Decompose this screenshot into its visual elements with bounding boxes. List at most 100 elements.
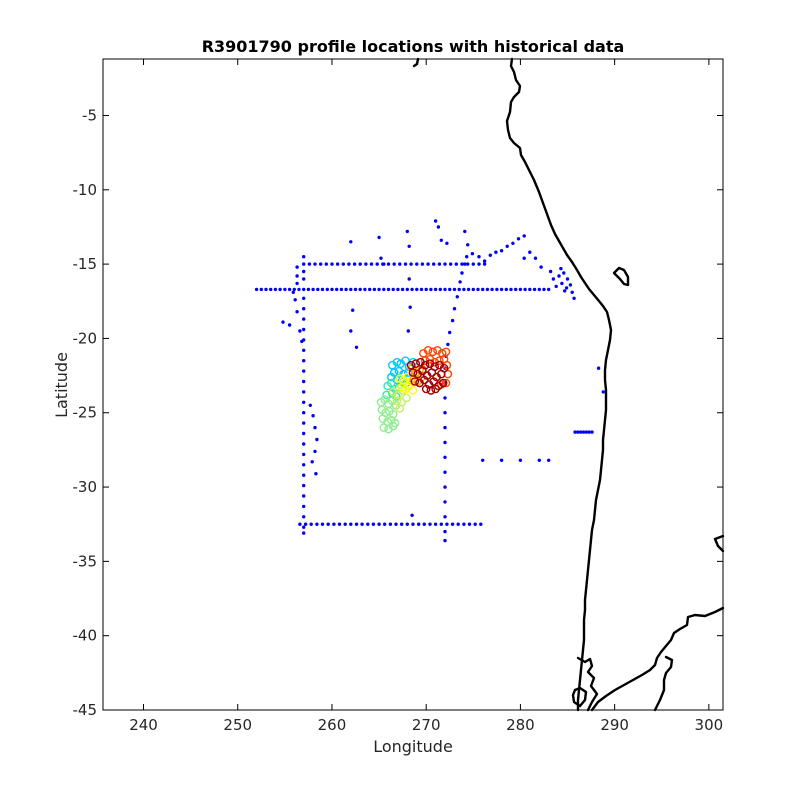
x-tick-label-240: 240: [129, 716, 158, 734]
data-point-s0-83: [398, 262, 402, 266]
data-point-s0-64: [295, 274, 299, 278]
data-point-s0-33: [410, 287, 414, 292]
data-point-s0-23: [363, 287, 367, 292]
data-point-s7-9: [435, 356, 444, 366]
data-point-s0-218: [494, 250, 498, 254]
data-point-s0-32: [405, 287, 409, 292]
data-point-s8-15: [410, 377, 420, 386]
data-point-s0-73: [341, 262, 345, 266]
data-point-s0-216: [482, 259, 487, 263]
data-point-s8-17: [419, 375, 429, 385]
data-point-s0-84: [403, 262, 408, 266]
data-point-s0-246: [573, 430, 577, 434]
data-point-s0-72: [335, 262, 340, 266]
data-point-s0-255: [410, 513, 414, 517]
y-tick-label--40: -40: [73, 627, 98, 645]
y-tick-label--5: -5: [82, 106, 97, 124]
data-point-s0-43: [457, 287, 461, 292]
data-point-s4-4: [397, 397, 407, 407]
data-point-s0-234: [559, 266, 563, 271]
data-point-s0-124: [302, 525, 306, 529]
data-point-s0-230: [554, 284, 558, 289]
data-point-s8-19: [429, 377, 439, 386]
data-point-s7-1: [423, 345, 433, 355]
data-point-s0-52: [499, 287, 504, 292]
x-tick-label-260: 260: [318, 716, 347, 734]
y-tick-label--10: -10: [73, 181, 98, 199]
data-point-s0-100: [302, 269, 306, 274]
data-point-s0-91: [443, 262, 447, 266]
x-axis-label: Longitude: [373, 737, 453, 756]
data-point-s0-197: [351, 308, 355, 312]
data-point-s0-250: [584, 430, 589, 434]
data-point-s0-63: [295, 265, 299, 269]
coastline-island-chiloe: [571, 686, 588, 708]
data-point-s0-150: [433, 522, 438, 526]
data-point-s0-244: [537, 458, 541, 462]
data-point-s0-163: [443, 425, 447, 430]
data-point-s0-68: [313, 262, 317, 266]
data-point-s8-10: [418, 366, 427, 376]
data-point-s0-135: [349, 522, 353, 526]
data-point-s0-204: [407, 244, 411, 248]
data-point-s0-213: [466, 243, 470, 247]
data-point-s0-237: [568, 283, 573, 287]
data-point-s0-208: [433, 219, 438, 223]
data-point-s0-239: [572, 296, 576, 300]
data-point-s0-122: [302, 504, 306, 509]
coastline-island: [612, 266, 630, 287]
data-point-s0-101: [302, 277, 306, 281]
data-point-s0-31: [400, 287, 405, 292]
data-point-s0-206: [408, 305, 412, 309]
data-point-s0-93: [454, 262, 458, 266]
data-point-s0-155: [462, 522, 466, 526]
data-point-s0-174: [448, 330, 452, 335]
data-point-s0-82: [392, 262, 396, 266]
data-point-s8-14: [436, 369, 446, 379]
data-point-s8-1: [411, 359, 421, 369]
data-point-s0-242: [499, 458, 504, 462]
data-point-s0-142: [388, 522, 393, 526]
y-tick-label--30: -30: [73, 478, 98, 496]
data-point-s0-229: [551, 277, 556, 281]
data-point-s0-118: [302, 463, 306, 467]
data-point-s0-0: [254, 287, 259, 292]
x-tick-label-280: 280: [506, 716, 535, 734]
data-point-s0-235: [562, 271, 566, 275]
data-point-s0-130: [320, 522, 325, 526]
y-tick-label--15: -15: [73, 255, 98, 273]
y-tick-label--35: -35: [73, 552, 98, 570]
data-point-s0-35: [419, 287, 424, 292]
coastline-fjord: [576, 656, 599, 712]
data-point-s0-65: [295, 281, 299, 286]
axis-ticks: 240 250 260 270 280 290 300 -5 -10 -15 -20 -25 -30 -3…: [73, 59, 724, 734]
data-point-s0-107: [302, 348, 306, 352]
data-point-s3-8: [388, 409, 398, 419]
data-point-s0-151: [439, 522, 443, 526]
data-point-s0-86: [415, 262, 419, 266]
data-point-s0-156: [467, 522, 472, 526]
data-point-s0-143: [394, 522, 398, 526]
data-point-s0-169: [443, 515, 447, 519]
data-point-s0-95: [466, 262, 470, 266]
x-tick-label-300: 300: [695, 716, 724, 734]
data-point-s0-207: [406, 329, 410, 333]
data-point-s0-16: [330, 287, 334, 292]
data-point-s0-49: [485, 287, 490, 292]
data-point-s0-171: [443, 538, 447, 543]
data-point-s0-104: [302, 317, 306, 321]
x-tick-label-290: 290: [600, 716, 629, 734]
data-point-s0-170: [443, 529, 447, 534]
data-point-s0-154: [456, 522, 460, 526]
data-point-s0-77: [364, 262, 368, 266]
data-point-s0-231: [557, 274, 561, 278]
data-point-s0-7: [287, 287, 292, 292]
data-point-s0-189: [308, 403, 312, 407]
data-point-s0-40: [443, 287, 447, 292]
data-point-s0-238: [570, 290, 574, 294]
data-point-s1-1: [392, 357, 402, 367]
data-point-s0-153: [450, 522, 455, 526]
data-point-s0-30: [396, 287, 400, 292]
data-point-s0-193: [313, 449, 317, 454]
data-point-s0-58: [528, 287, 532, 292]
